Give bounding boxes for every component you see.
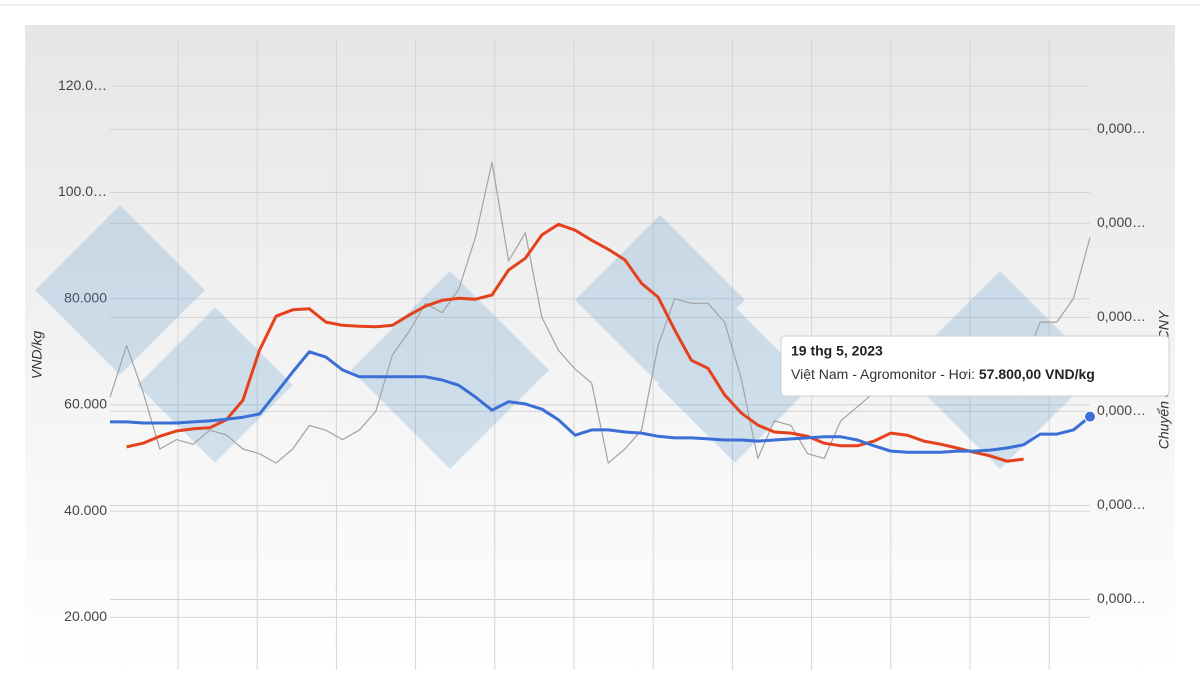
y-tick-label: 20.000 bbox=[64, 608, 107, 624]
y-tick-label: 40.000 bbox=[64, 502, 107, 518]
tooltip-title: 19 thg 5, 2023 bbox=[791, 343, 883, 359]
y-tick-label: 100.0… bbox=[58, 183, 107, 199]
tooltip: 19 thg 5, 2023 Việt Nam - Agromonitor - … bbox=[780, 335, 1170, 397]
y2-tick-label: 0,000… bbox=[1097, 402, 1146, 418]
watermark-shape bbox=[657, 307, 813, 463]
y2-tick-label: 0,000… bbox=[1097, 120, 1146, 136]
series-line bbox=[110, 350, 1091, 454]
tooltip-text: Việt Nam - Agromonitor - Hơi: 57.800,00 … bbox=[791, 366, 1095, 382]
y2-tick-label: 0,000… bbox=[1097, 308, 1146, 324]
y-axis-title: VND/kg bbox=[29, 331, 45, 379]
y2-tick-label: 0,000… bbox=[1097, 590, 1146, 606]
y-tick-label: 60.000 bbox=[64, 396, 107, 412]
hover-point bbox=[1084, 410, 1096, 423]
y2-tick-label: 0,000… bbox=[1097, 496, 1146, 512]
y2-tick-label: 0,000… bbox=[1097, 214, 1146, 230]
series-line bbox=[126, 222, 1024, 463]
tooltip-value: 57.800,00 VND/kg bbox=[979, 366, 1095, 382]
y-tick-label: 80.000 bbox=[64, 289, 107, 305]
y-tick-label: 120.0… bbox=[58, 77, 107, 93]
tooltip-box bbox=[780, 335, 1170, 397]
marker-layer bbox=[1084, 410, 1096, 423]
tooltip-label: Việt Nam - Agromonitor - Hơi: bbox=[791, 366, 975, 382]
